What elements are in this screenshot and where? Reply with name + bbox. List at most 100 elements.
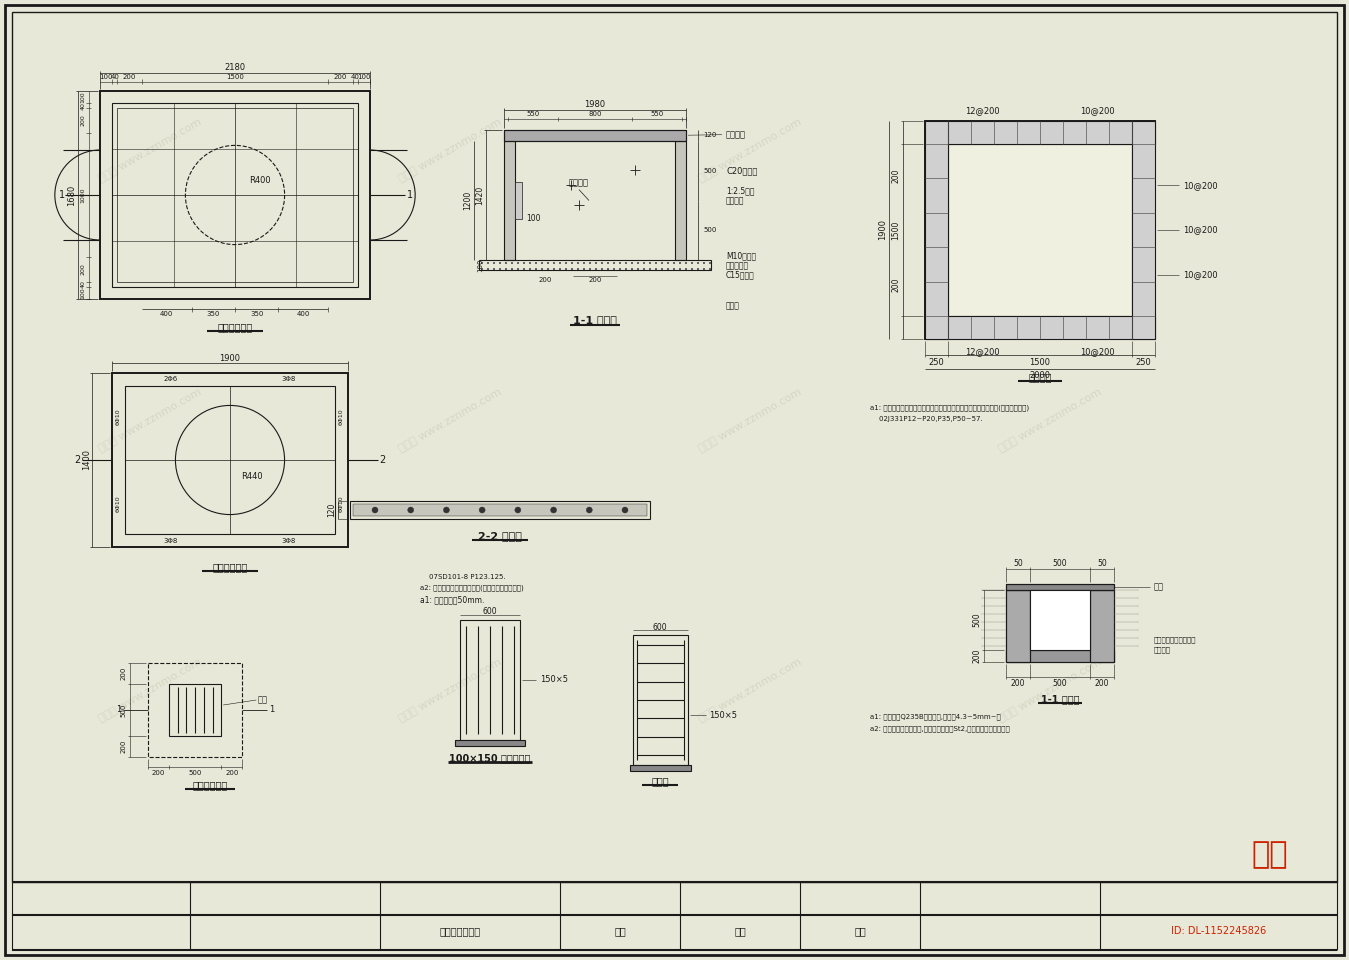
Text: 手孔井洞壁支模: 手孔井洞壁支模: [440, 926, 480, 936]
Bar: [523, 268, 525, 271]
Bar: [577, 262, 579, 264]
Bar: [529, 262, 532, 264]
Text: a1: 电力排污正常管壁钢筋混凝土排水管本图应用可参考相关标准(电力行业规格): a1: 电力排污正常管壁钢筋混凝土排水管本图应用可参考相关标准(电力行业规格): [870, 404, 1029, 411]
Text: 200: 200: [121, 666, 127, 680]
Text: 100: 100: [357, 74, 371, 80]
Text: 设计: 设计: [614, 926, 626, 936]
Text: 1500: 1500: [1029, 358, 1051, 367]
Bar: [479, 260, 711, 270]
Text: M10水泥砂: M10水泥砂: [726, 252, 757, 260]
Text: 200: 200: [1010, 679, 1025, 687]
Bar: [710, 268, 711, 271]
Text: 1500: 1500: [227, 74, 244, 80]
Bar: [353, 504, 648, 516]
Bar: [625, 268, 627, 271]
Bar: [612, 268, 615, 271]
Text: 200: 200: [892, 277, 901, 292]
Text: a1: 箅子采用Q235B钢板焊接,钢板厚4.3~5mm~料: a1: 箅子采用Q235B钢板焊接,钢板厚4.3~5mm~料: [870, 713, 1001, 720]
Text: 1:2.5水泥: 1:2.5水泥: [726, 186, 754, 195]
Text: 2-2 剖面图: 2-2 剖面图: [478, 531, 522, 541]
Text: 200: 200: [123, 74, 136, 80]
Text: 100: 100: [81, 91, 85, 103]
Bar: [619, 268, 621, 271]
Text: 知末网 www.zznmo.com: 知末网 www.zznmo.com: [997, 657, 1103, 724]
Bar: [649, 262, 652, 264]
Bar: [1006, 590, 1031, 662]
Text: 1680: 1680: [67, 184, 77, 205]
Bar: [505, 141, 515, 260]
Text: 100: 100: [100, 74, 113, 80]
Bar: [637, 268, 639, 271]
Bar: [511, 268, 513, 271]
Text: 知末网 www.zznmo.com: 知末网 www.zznmo.com: [697, 657, 803, 724]
Bar: [948, 144, 1132, 316]
Circle shape: [407, 507, 414, 513]
Text: 知末网 www.zznmo.com: 知末网 www.zznmo.com: [997, 387, 1103, 453]
Text: 500: 500: [703, 228, 716, 233]
Bar: [558, 262, 561, 264]
Bar: [517, 268, 519, 271]
Bar: [697, 268, 699, 271]
Text: 40: 40: [81, 280, 85, 288]
Text: 2Φ6: 2Φ6: [165, 376, 178, 382]
Text: 500: 500: [703, 168, 716, 174]
Bar: [112, 373, 348, 547]
Text: 50: 50: [1097, 559, 1108, 567]
Text: 150×5: 150×5: [710, 710, 738, 719]
Bar: [492, 268, 495, 271]
Bar: [673, 262, 674, 264]
Text: 2: 2: [74, 455, 81, 465]
Bar: [607, 268, 608, 271]
Text: 知末网 www.zznmo.com: 知末网 www.zznmo.com: [97, 387, 204, 453]
Text: 配筋留置和混凝土浇筑: 配筋留置和混凝土浇筑: [1153, 636, 1197, 643]
Text: 200: 200: [1095, 679, 1109, 687]
Bar: [546, 262, 549, 264]
Bar: [654, 268, 657, 271]
Bar: [499, 262, 500, 264]
Bar: [553, 262, 554, 264]
Bar: [117, 108, 353, 282]
Bar: [679, 268, 681, 271]
Bar: [1090, 590, 1114, 662]
Text: 1000: 1000: [81, 187, 85, 203]
Text: 12@200: 12@200: [965, 347, 1000, 356]
Bar: [643, 268, 645, 271]
Text: 手孔井平面图: 手孔井平面图: [217, 323, 252, 332]
Text: 知末网 www.zznmo.com: 知末网 www.zznmo.com: [697, 116, 803, 183]
Text: 1: 1: [116, 706, 121, 714]
Text: 地沟详图: 地沟详图: [1028, 372, 1052, 382]
Bar: [553, 268, 554, 271]
Bar: [455, 740, 525, 746]
Text: 150×5: 150×5: [540, 676, 568, 684]
Bar: [169, 684, 221, 736]
Bar: [1006, 590, 1031, 662]
Bar: [571, 262, 573, 264]
Bar: [595, 262, 596, 264]
Bar: [536, 268, 537, 271]
Bar: [511, 262, 513, 264]
Text: 6Φ10: 6Φ10: [339, 495, 344, 512]
Text: 200: 200: [538, 276, 552, 282]
Bar: [1090, 590, 1114, 662]
Bar: [558, 268, 561, 271]
Text: 2180: 2180: [224, 63, 246, 72]
Text: 1400: 1400: [82, 449, 90, 470]
Text: 350: 350: [250, 311, 263, 317]
Text: 500: 500: [973, 612, 982, 627]
Text: 1: 1: [59, 190, 65, 200]
Bar: [148, 662, 243, 757]
Text: 250: 250: [1136, 358, 1152, 367]
Bar: [1031, 590, 1090, 650]
Text: 500: 500: [1052, 679, 1067, 687]
Bar: [583, 262, 585, 264]
Text: 500: 500: [189, 770, 202, 777]
Text: 知末网 www.zznmo.com: 知末网 www.zznmo.com: [397, 116, 503, 183]
Bar: [546, 268, 549, 271]
Text: 1500: 1500: [892, 220, 901, 240]
Text: 箅子: 箅子: [258, 695, 267, 705]
Text: 砂浆抹面: 砂浆抹面: [726, 196, 745, 205]
Bar: [691, 262, 693, 264]
Bar: [600, 268, 603, 271]
Bar: [492, 262, 495, 264]
Bar: [1006, 650, 1114, 662]
